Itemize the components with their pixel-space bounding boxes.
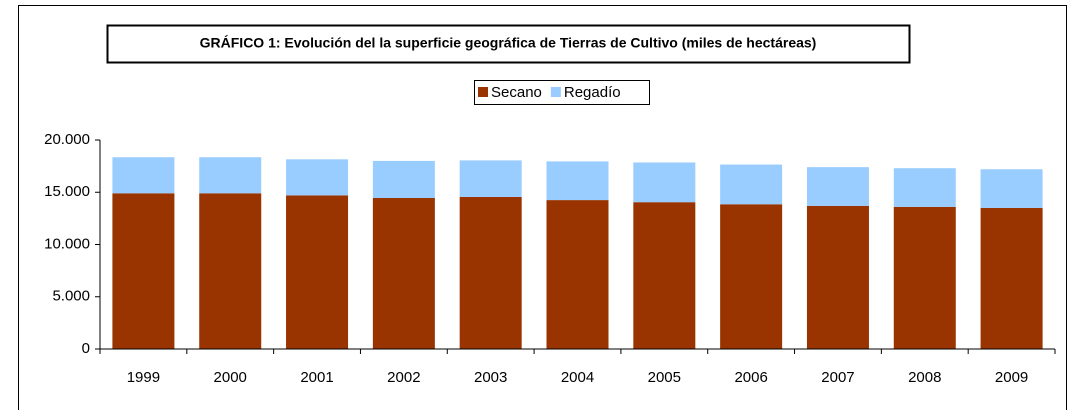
x-tick-label: 2002 — [387, 369, 420, 386]
x-tick-label: 2005 — [648, 369, 681, 386]
bar-segment — [893, 168, 956, 207]
bar-segment — [112, 157, 175, 194]
y-tick-label: 5.000 — [52, 288, 90, 305]
x-tick-label: 2009 — [995, 369, 1028, 386]
bar-segment — [286, 195, 349, 349]
bar-segment — [199, 193, 262, 349]
y-tick-label: 20.000 — [44, 131, 90, 148]
bar-segment — [459, 160, 522, 197]
x-tick-label: 2007 — [821, 369, 854, 386]
bar-segment — [720, 164, 783, 205]
chart-frame — [18, 5, 1067, 410]
legend-box — [474, 80, 650, 105]
bar-segment — [546, 161, 609, 201]
title-box — [106, 24, 911, 64]
bar-segment — [893, 206, 956, 349]
bar-segment — [546, 200, 609, 349]
x-tick-label: 2000 — [214, 369, 247, 386]
bar-segment — [806, 167, 869, 206]
bar-segment — [112, 193, 175, 349]
x-tick-label: 1999 — [127, 369, 160, 386]
bar-segment — [980, 169, 1043, 208]
bar-segment — [372, 197, 435, 349]
x-tick-label: 2001 — [300, 369, 333, 386]
x-tick-label: 2003 — [474, 369, 507, 386]
bar-segment — [633, 202, 696, 349]
bar-segment — [459, 196, 522, 349]
y-tick-label: 15.000 — [44, 183, 90, 200]
bar-segment — [199, 157, 262, 194]
bar-segment — [372, 160, 435, 198]
bar-segment — [980, 207, 1043, 349]
y-tick-label: 10.000 — [44, 235, 90, 252]
bar-segment — [720, 204, 783, 349]
legend-swatch — [478, 87, 488, 97]
y-tick-label: 0 — [82, 340, 90, 357]
legend-label: Regadío — [564, 84, 621, 101]
x-tick-label: 2004 — [561, 369, 594, 386]
chart-title: GRÁFICO 1: Evolución del la superficie g… — [200, 35, 817, 51]
legend: Secano Regadío — [478, 84, 621, 101]
bar-segment — [286, 159, 349, 196]
legend-swatch — [550, 87, 561, 97]
bar-segment — [633, 162, 696, 203]
x-tick-label: 2006 — [734, 369, 767, 386]
bar-segment — [806, 205, 869, 349]
x-tick-label: 2008 — [908, 369, 941, 386]
legend-label: Secano — [491, 84, 542, 101]
